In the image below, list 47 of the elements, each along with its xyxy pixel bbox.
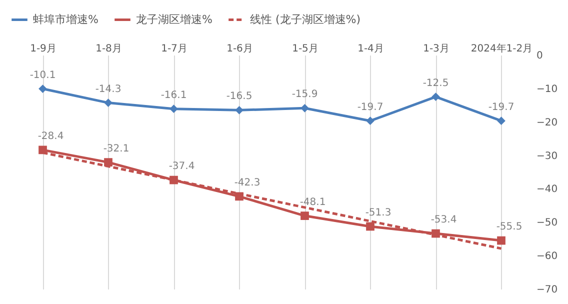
legend-label: 蚌埠市增速% — [33, 12, 98, 26]
point — [497, 236, 506, 245]
data-label: -14.3 — [95, 84, 122, 95]
point — [104, 98, 112, 107]
point — [300, 104, 309, 112]
x-tick-label: 1-6月 — [226, 44, 253, 54]
x-tick-label: 1-8月 — [96, 44, 122, 54]
data-label: -19.7 — [488, 102, 514, 113]
x-tick-label: 2024年1-2月 — [470, 42, 533, 54]
point — [366, 222, 374, 231]
data-label: -32.1 — [103, 143, 130, 154]
data-label: -16.5 — [226, 91, 252, 102]
y-tick-label: −30 — [536, 150, 558, 162]
data-label: -28.4 — [38, 130, 64, 142]
data-label: -19.7 — [357, 102, 384, 113]
data-label: -51.3 — [365, 207, 392, 218]
x-tick-label: 1-5月 — [292, 44, 318, 54]
data-label: -55.5 — [496, 222, 522, 233]
data-label: -10.1 — [30, 70, 56, 81]
point — [170, 104, 178, 114]
y-tick-label: −10 — [536, 84, 558, 95]
legend-label: 线性 (龙子湖区增速%) — [250, 12, 361, 26]
data-label: -37.4 — [168, 161, 195, 172]
y-tick-label: −40 — [536, 184, 558, 196]
y-tick-label: 0 — [536, 50, 543, 62]
point — [104, 158, 112, 166]
point — [235, 106, 244, 114]
data-label: -12.5 — [422, 78, 449, 89]
x-tick-label: 1-3月 — [423, 44, 450, 54]
point — [300, 212, 309, 220]
point — [497, 116, 506, 126]
y-tick-label: −60 — [536, 251, 558, 262]
point — [366, 116, 374, 126]
point — [38, 84, 47, 93]
point — [432, 92, 440, 101]
data-label: -48.1 — [300, 196, 326, 208]
x-tick-label: 1-9月 — [30, 44, 56, 54]
data-label: -15.9 — [292, 89, 318, 100]
data-label: -16.1 — [160, 90, 187, 101]
y-tick-label: −20 — [536, 117, 558, 128]
data-label: -42.3 — [234, 177, 260, 188]
legend-label: 龙子湖区增速% — [136, 12, 212, 26]
y-tick-label: −50 — [536, 218, 558, 229]
data-label: -53.4 — [430, 214, 457, 226]
x-tick-label: 1-4月 — [358, 44, 384, 54]
x-tick-label: 1-7月 — [161, 44, 188, 54]
y-tick-label: −70 — [536, 284, 558, 296]
